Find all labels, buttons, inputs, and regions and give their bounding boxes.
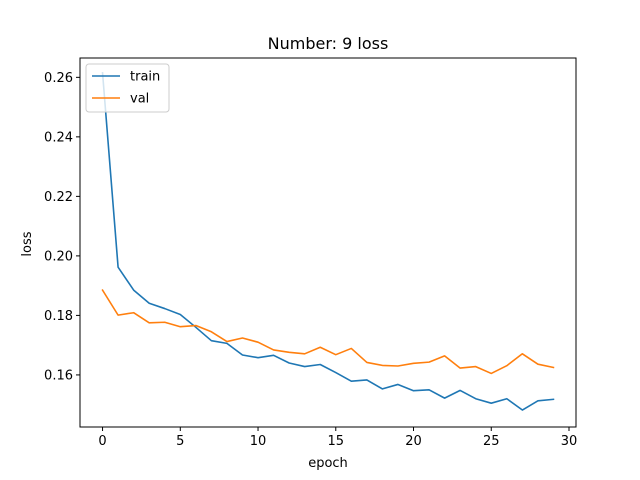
series-line-train xyxy=(101,72,555,411)
y-tick-label: 0.24 xyxy=(44,130,73,145)
axes-frame xyxy=(79,57,577,428)
y-tick-label: 0.22 xyxy=(44,190,73,205)
x-tick-label: 20 xyxy=(405,434,422,449)
y-tick-label: 0.20 xyxy=(44,249,73,264)
legend-label-val: val xyxy=(130,92,149,107)
x-tick-label: 15 xyxy=(328,434,345,449)
y-tick-label: 0.18 xyxy=(44,309,73,324)
y-tick-label: 0.16 xyxy=(44,368,73,383)
y-tick-label: 0.26 xyxy=(44,71,73,86)
x-tick-label: 30 xyxy=(561,434,578,449)
x-tick-label: 0 xyxy=(98,434,106,449)
x-axis-label: epoch xyxy=(308,456,348,471)
chart-title: Number: 9 loss xyxy=(268,34,389,53)
x-tick-label: 5 xyxy=(176,434,184,449)
x-tick-label: 25 xyxy=(483,434,500,449)
x-tick-label: 10 xyxy=(250,434,267,449)
plot-area: 0 5 10 15 20 25 30 0.16 0.18 0.20 0.22 0.24 0.26 trai… xyxy=(44,57,578,449)
y-axis-label: loss xyxy=(20,231,35,256)
legend-label-train: train xyxy=(130,70,160,85)
series-line-val xyxy=(101,289,555,375)
